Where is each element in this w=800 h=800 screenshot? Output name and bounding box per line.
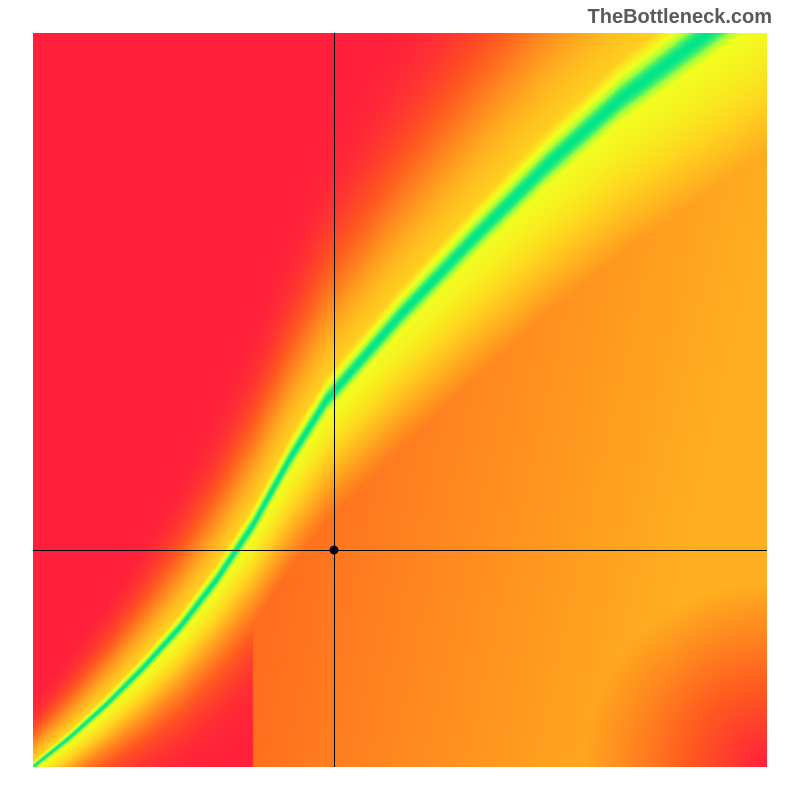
figure-container: TheBottleneck.com: [0, 0, 800, 800]
crosshair-horizontal: [33, 550, 767, 551]
watermark-text: TheBottleneck.com: [588, 6, 772, 29]
heatmap-canvas: [33, 33, 767, 767]
crosshair-vertical: [334, 33, 335, 767]
marker-dot: [329, 546, 338, 555]
plot-area: [33, 33, 767, 767]
